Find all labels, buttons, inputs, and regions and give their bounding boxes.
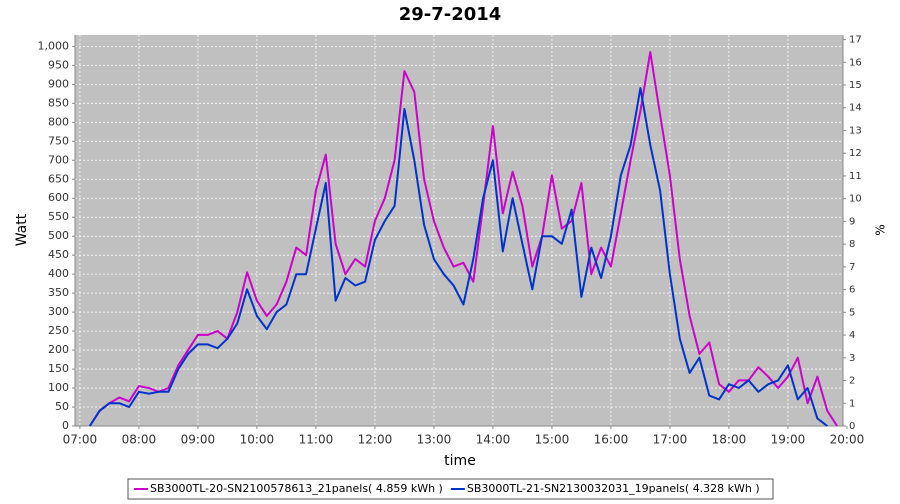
chart-title: 29-7-2014 <box>399 4 502 25</box>
x-tick-label: 17:00 <box>653 433 688 447</box>
y-tick-label: 100 <box>48 381 69 394</box>
y-tick-label: 600 <box>48 191 69 204</box>
y2-tick-label: 6 <box>849 285 855 296</box>
y-tick-label: 650 <box>48 172 69 185</box>
y-tick-label: 550 <box>48 210 69 223</box>
y2-tick-label: 14 <box>849 103 862 114</box>
y-tick-label: 400 <box>48 267 69 280</box>
y-tick-label: 900 <box>48 77 69 90</box>
y2-tick-label: 10 <box>849 194 862 205</box>
y2-tick-label: 2 <box>849 376 855 387</box>
series-line <box>88 87 828 427</box>
legend <box>127 478 774 500</box>
plot-area <box>75 35 843 426</box>
y-tick-label: 850 <box>48 96 69 109</box>
y-tick-label: 300 <box>48 305 69 318</box>
y2-tick-label: 11 <box>849 171 862 182</box>
y-tick-label: 150 <box>48 362 69 375</box>
y-tick-label: 350 <box>48 286 69 299</box>
x-tick-label: 15:00 <box>535 433 570 447</box>
series-line <box>88 51 838 427</box>
x-tick-label: 10:00 <box>240 433 275 447</box>
y2-tick-label: 5 <box>849 307 855 318</box>
x-tick-label: 11:00 <box>299 433 334 447</box>
y-tick-label: 950 <box>48 58 69 71</box>
x-tick-label: 08:00 <box>122 433 157 447</box>
y-tick-label: 450 <box>48 248 69 261</box>
x-tick-label: 09:00 <box>181 433 216 447</box>
y2-tick-label: 8 <box>849 239 855 250</box>
y-tick-label: 500 <box>48 229 69 242</box>
y2-tick-label: 9 <box>849 216 855 227</box>
y-tick-label: 1,000 <box>38 39 70 52</box>
x-tick-label: 13:00 <box>417 433 452 447</box>
y2-tick-label: 15 <box>849 80 862 91</box>
y-tick-label: 800 <box>48 115 69 128</box>
x-tick-label: 12:00 <box>358 433 393 447</box>
x-axis-label: time <box>444 453 476 469</box>
y-tick-label: 0 <box>62 419 69 432</box>
y-tick-label: 750 <box>48 134 69 147</box>
x-tick-label: 20:00 <box>830 433 865 447</box>
legend-label: SB3000TL-21-SN2130032031_19panels( 4.328… <box>467 482 760 495</box>
y2-tick-label: 3 <box>849 353 855 364</box>
y2-tick-label: 4 <box>849 330 855 341</box>
y2-tick-label: 13 <box>849 125 862 136</box>
y-tick-label: 250 <box>48 324 69 337</box>
y2-tick-label: 7 <box>849 262 855 273</box>
y-tick-label: 200 <box>48 343 69 356</box>
x-tick-label: 19:00 <box>771 433 806 447</box>
y2-tick-label: 16 <box>849 57 862 68</box>
legend-label: SB3000TL-20-SN2100578613_21panels( 4.859… <box>150 482 443 495</box>
x-tick-label: 16:00 <box>594 433 629 447</box>
y2-tick-label: 17 <box>849 35 862 46</box>
x-tick-label: 07:00 <box>63 433 98 447</box>
x-tick-label: 14:00 <box>476 433 511 447</box>
y2-tick-label: 0 <box>849 421 855 432</box>
y2-tick-label: 1 <box>849 398 855 409</box>
x-tick-label: 18:00 <box>712 433 747 447</box>
y-tick-label: 50 <box>55 400 69 413</box>
y-axis-label: Watt <box>14 213 30 246</box>
y2-axis-label: % <box>874 224 888 235</box>
y-tick-label: 700 <box>48 153 69 166</box>
y2-tick-label: 12 <box>849 148 862 159</box>
